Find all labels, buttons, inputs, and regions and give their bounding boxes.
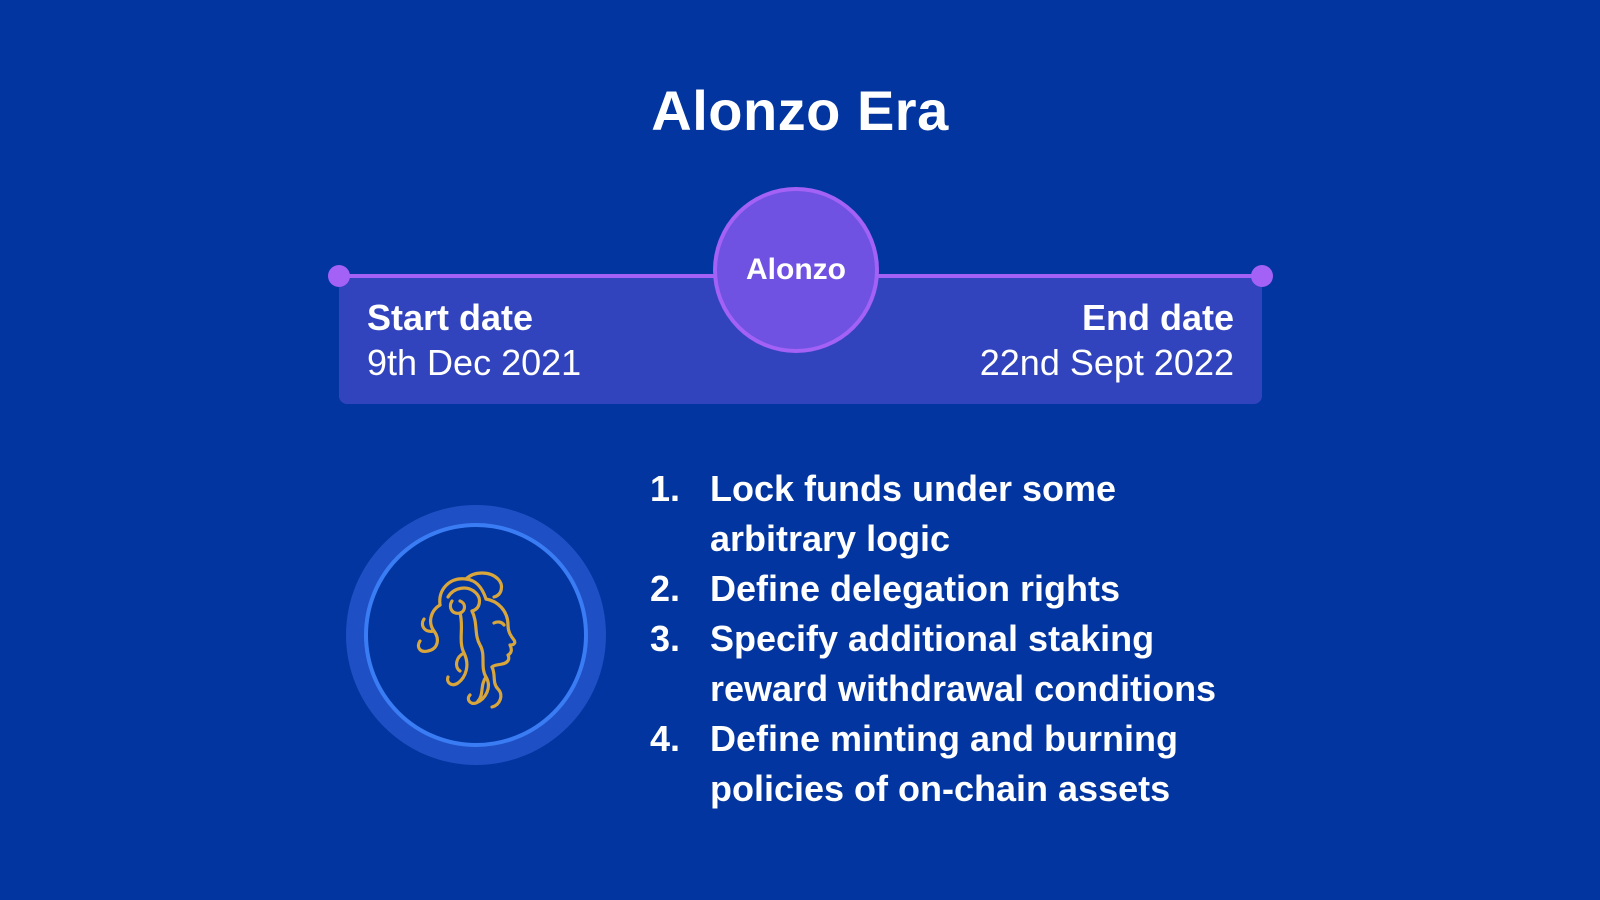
emblem-inner-circle <box>364 523 588 747</box>
start-date-label: Start date <box>367 297 534 338</box>
list-item-number: 3. <box>650 618 681 659</box>
end-date-block: End date 22nd Sept 2022 <box>980 296 1234 386</box>
page-title: Alonzo Era <box>651 79 949 142</box>
list-item-text: Define delegation rights <box>710 568 1121 609</box>
list-item: 3. Specify additional staking reward wit… <box>650 614 1550 714</box>
emblem <box>346 505 606 765</box>
list-item-number: 2. <box>650 568 681 609</box>
end-date-label: End date <box>1081 297 1234 338</box>
era-node-label: Alonzo <box>746 253 846 286</box>
list-item: 4. Define minting and burning policies o… <box>650 714 1550 814</box>
list-item-number: 1. <box>650 468 681 509</box>
alonzo-head-icon <box>416 571 517 709</box>
timeline-start-dot <box>328 265 350 287</box>
list-item-text: Lock funds under some arbitrary logic <box>710 468 1117 559</box>
list-item-text: Define minting and burning policies of o… <box>710 718 1178 809</box>
list-item: 1. Lock funds under some arbitrary logic <box>650 464 1550 564</box>
list-item-number: 4. <box>650 718 681 759</box>
start-date-value: 9th Dec 2021 <box>367 342 582 383</box>
era-timeline: Start date 9th Dec 2021 End date 22nd Se… <box>0 0 1600 420</box>
era-node: Alonzo <box>713 187 879 353</box>
list-item: 2. Define delegation rights <box>650 564 1550 614</box>
start-date-block: Start date 9th Dec 2021 <box>367 296 581 386</box>
list-item-text: Specify additional staking reward withdr… <box>710 618 1217 709</box>
end-date-value: 22nd Sept 2022 <box>979 342 1234 383</box>
feature-list: 1. Lock funds under some arbitrary logic… <box>650 464 1550 814</box>
timeline-end-dot <box>1251 265 1273 287</box>
